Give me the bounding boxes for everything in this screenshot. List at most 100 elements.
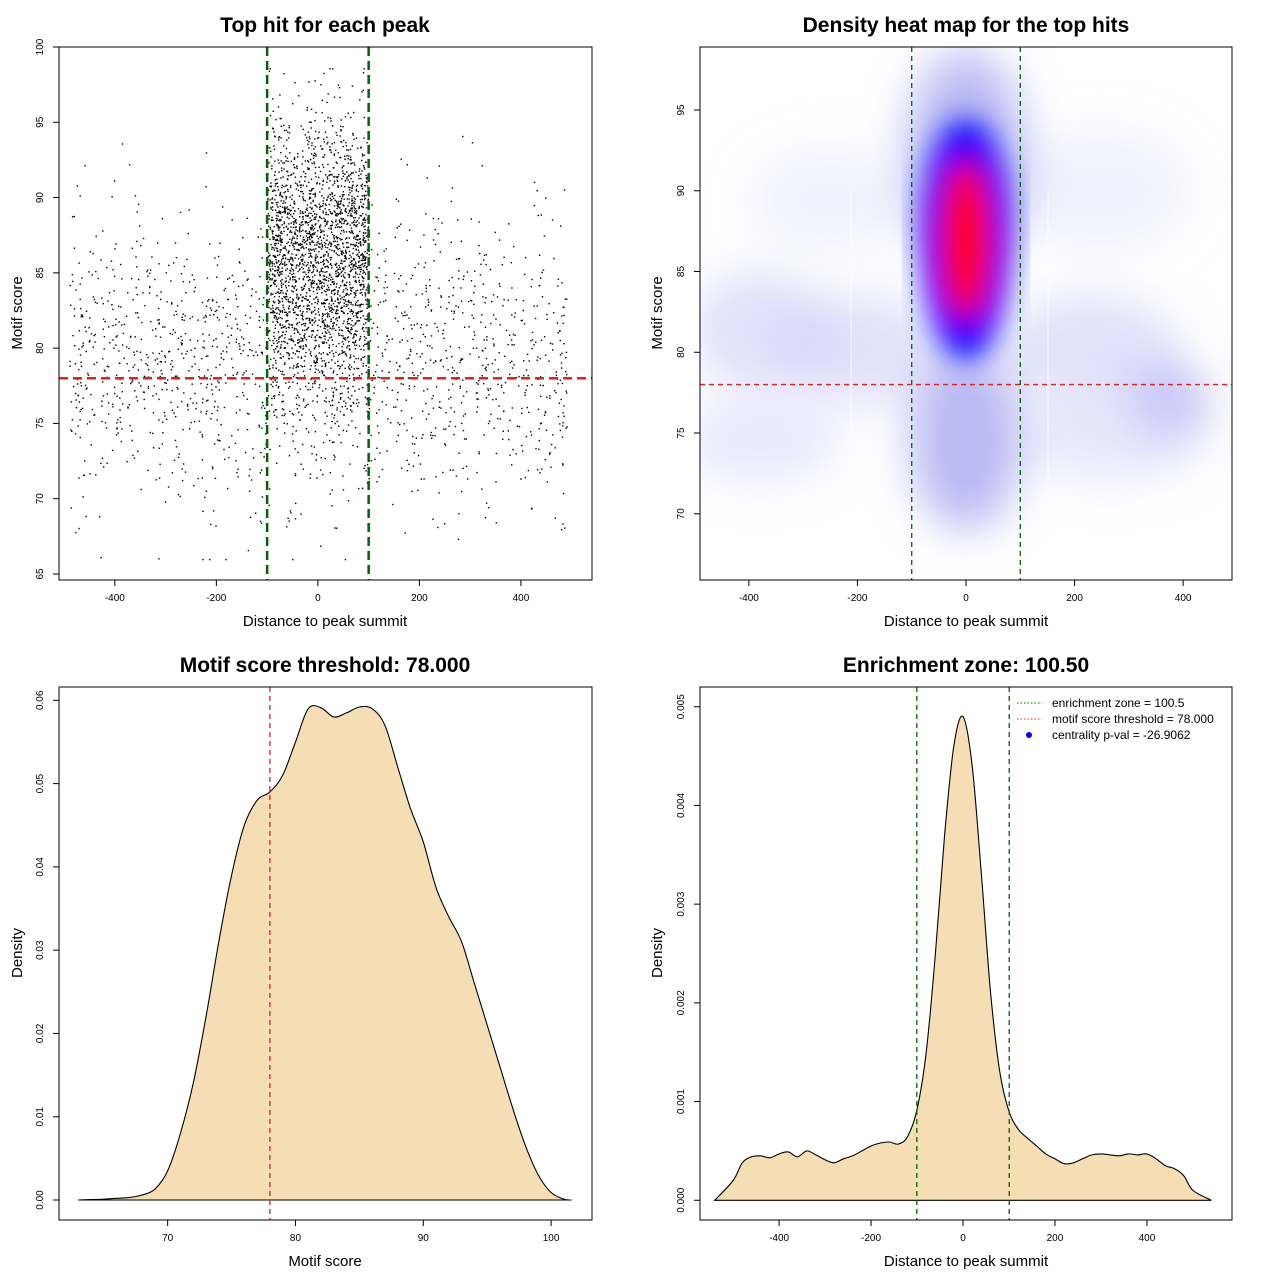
scatter-point <box>365 365 367 367</box>
scatter-point <box>305 247 308 249</box>
scatter-point <box>268 218 270 220</box>
scatter-point <box>398 278 400 280</box>
scatter-point <box>414 266 416 269</box>
scatter-point <box>410 306 412 308</box>
scatter-point <box>388 339 390 341</box>
score-density-fill <box>78 705 572 1201</box>
scatter-point <box>315 204 317 207</box>
scatter-point <box>406 358 408 360</box>
scatter-point <box>355 212 358 215</box>
scatter-point <box>360 283 363 285</box>
scatter-point <box>312 271 314 273</box>
scatter-point <box>294 518 297 520</box>
scatter-point <box>345 305 348 308</box>
scatter-point <box>353 334 355 336</box>
scatter-point <box>353 209 356 212</box>
scatter-point <box>297 230 299 232</box>
scatter-point <box>301 324 303 326</box>
scatter-point <box>304 211 306 213</box>
distance-density-fill <box>714 716 1212 1201</box>
scatter-point <box>329 193 332 196</box>
scatter-point <box>349 349 351 351</box>
scatter-point <box>299 305 301 308</box>
scatter-point <box>361 487 364 489</box>
scatter-point <box>262 319 265 321</box>
scatter-point <box>398 225 400 227</box>
scatter-point <box>345 287 347 290</box>
scatter-point <box>361 276 364 279</box>
scatter-point <box>279 218 281 221</box>
scatter-point <box>218 439 220 442</box>
scatter-point <box>146 269 149 271</box>
scatter-point <box>117 419 119 421</box>
scatter-point <box>340 259 343 261</box>
scatter-point <box>280 346 282 348</box>
scatter-point <box>342 337 344 339</box>
scatter-point <box>358 281 361 283</box>
scatter-point <box>326 326 328 328</box>
scatter-point <box>218 382 220 384</box>
scatter-point <box>355 292 357 294</box>
scatter-point <box>365 371 368 374</box>
scatter-point <box>258 298 260 300</box>
scatter-point <box>188 209 190 211</box>
scatter-point <box>249 317 251 319</box>
scatter-point <box>356 316 358 318</box>
scatter-point <box>282 331 284 333</box>
scatter-point <box>112 308 114 311</box>
scatter-point <box>459 385 461 387</box>
scatter-point <box>285 320 287 322</box>
scatter-point <box>316 269 318 271</box>
scatter-point <box>303 171 305 173</box>
scatter-point <box>295 222 297 224</box>
scatter-point <box>112 269 114 271</box>
scatter-point <box>410 324 412 326</box>
scatter-point <box>512 448 514 451</box>
scatter-point <box>125 346 128 348</box>
scatter-point <box>410 350 412 353</box>
scatter-point <box>343 305 345 307</box>
scatter-point <box>279 264 281 266</box>
scatter-point <box>331 399 333 402</box>
scatter-point <box>310 178 313 181</box>
scatter-point <box>190 349 192 351</box>
scatter-point <box>223 448 225 451</box>
scatter-point <box>228 277 231 279</box>
scatter-point <box>320 457 322 459</box>
scatter-point <box>343 222 345 225</box>
scatter-point <box>366 315 368 317</box>
scatter-point <box>269 226 271 229</box>
scatter-point <box>263 456 265 458</box>
scatter-point <box>343 165 345 167</box>
scatter-point <box>294 220 296 222</box>
scatter-point <box>314 340 316 342</box>
scatter-x-tick-label: -200 <box>206 593 226 604</box>
scatter-point <box>308 276 310 279</box>
scatter-point <box>147 368 150 371</box>
scatter-point <box>310 351 312 353</box>
scatter-point <box>331 281 333 283</box>
scatter-point <box>239 345 241 347</box>
scatter-point <box>268 162 270 164</box>
scatter-point <box>341 196 344 198</box>
scatter-point <box>322 390 324 392</box>
scatter-point <box>358 265 360 267</box>
scatter-point <box>273 238 275 241</box>
scatter-point <box>344 337 346 339</box>
scatter-point <box>136 350 138 353</box>
scatter-point <box>135 287 137 289</box>
scatter-point <box>327 286 330 289</box>
scatter-point <box>301 340 303 342</box>
scatter-point <box>357 316 359 319</box>
scatter-point <box>205 305 208 307</box>
scatter-point <box>171 360 173 362</box>
scatter-point <box>321 332 324 334</box>
scatter-point <box>458 278 460 280</box>
scatter-point <box>333 281 335 283</box>
scatter-point <box>351 198 353 200</box>
scatter-point <box>395 306 397 308</box>
scatter-point <box>322 278 324 281</box>
scatter-point <box>326 239 328 241</box>
scatter-point <box>214 400 216 403</box>
